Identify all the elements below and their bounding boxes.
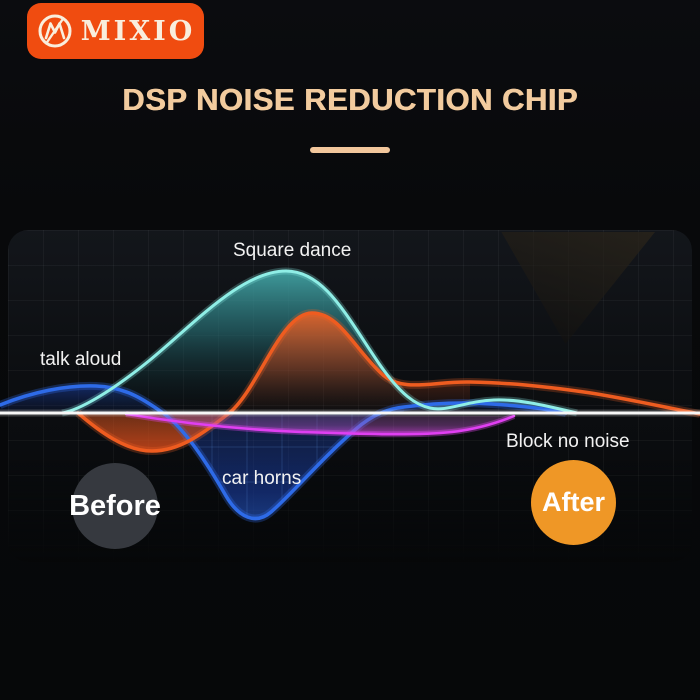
page-title: DSP NOISE REDUCTION CHIP xyxy=(122,82,578,117)
m-circle-icon xyxy=(38,14,72,48)
after-badge-label: After xyxy=(541,487,605,517)
orange-hump-fill xyxy=(228,313,470,414)
brand-logo: MIXIO xyxy=(27,3,204,59)
before-badge-label: Before xyxy=(69,489,161,522)
label-block-no-noise: Block no noise xyxy=(506,431,630,452)
label-square-dance: Square dance xyxy=(233,240,352,261)
magenta-curve xyxy=(124,412,516,436)
magenta-band-fill xyxy=(126,414,514,435)
brand-name: MIXIO xyxy=(80,15,196,47)
after-badge: After xyxy=(531,460,616,545)
label-talk-aloud: talk aloud xyxy=(40,349,122,370)
label-car-horns: car horns xyxy=(222,468,302,489)
before-badge: Before xyxy=(69,463,161,549)
orange-curve xyxy=(76,311,700,453)
title-divider xyxy=(310,147,390,153)
cyan-curve xyxy=(60,269,579,415)
